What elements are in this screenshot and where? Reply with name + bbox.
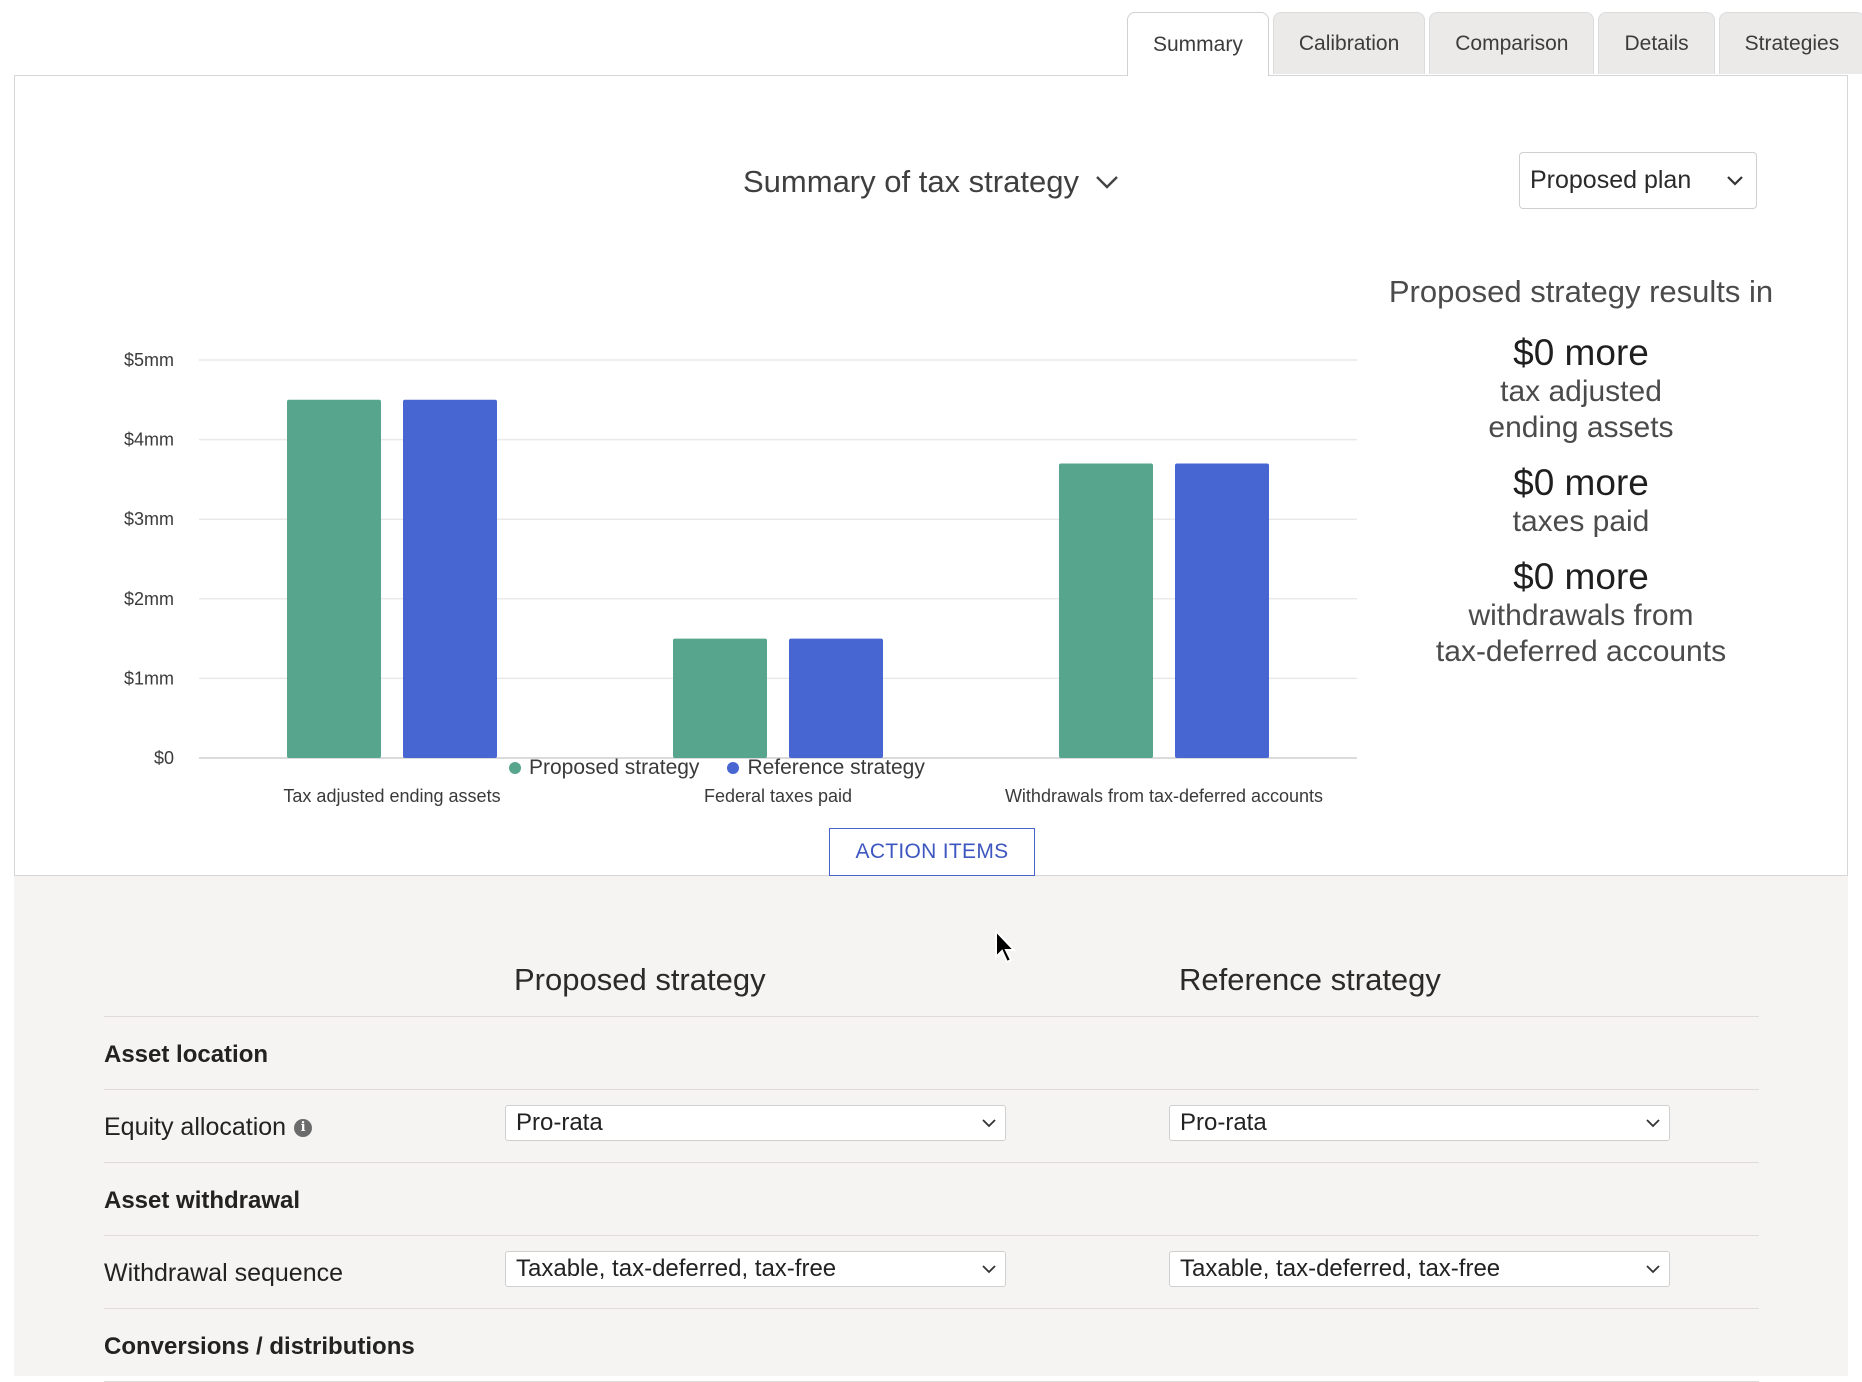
y-tick-label: $0 (154, 748, 174, 768)
result-label-line: withdrawals from (1468, 599, 1694, 632)
result-value: $0 more (1513, 332, 1649, 373)
chevron-down-icon (982, 1119, 996, 1128)
y-tick-label: $3mm (124, 509, 174, 529)
bar-reference (403, 399, 497, 758)
reference-strategy-header: Reference strategy (1179, 962, 1441, 997)
divider (104, 1016, 1759, 1017)
divider (104, 1089, 1759, 1090)
equity-allocation-text: Equity allocation (104, 1113, 287, 1141)
section-asset-location: Asset location (104, 1041, 269, 1068)
results-summary: Proposed strategy results in $0 more tax… (1381, 274, 1781, 686)
equity-allocation-proposed-select[interactable]: Pro-rata (505, 1105, 1006, 1141)
select-value: Taxable, tax-deferred, tax-free (1180, 1255, 1501, 1282)
tab-comparison[interactable]: Comparison (1429, 12, 1595, 74)
legend-label-reference: Reference strategy (747, 756, 925, 779)
result-value: $0 more (1513, 462, 1649, 503)
action-items-button[interactable]: ACTION ITEMS (829, 828, 1035, 876)
chart-legend: Proposed strategy Reference strategy (509, 756, 925, 780)
select-value: Taxable, tax-deferred, tax-free (516, 1255, 837, 1282)
tab-bar: Summary Calibration Comparison Details S… (1127, 12, 1862, 76)
legend-item-reference[interactable]: Reference strategy (727, 756, 925, 780)
select-value: Pro-rata (1180, 1109, 1267, 1136)
result-label: tax adjusted ending assets (1381, 374, 1781, 446)
legend-dot-reference (727, 762, 740, 774)
result-label: withdrawals from tax-deferred accounts (1381, 598, 1781, 670)
legend-dot-proposed (509, 762, 521, 774)
tab-details[interactable]: Details (1598, 12, 1715, 74)
bar-proposed (673, 638, 767, 758)
bar-chart: $0 $1mm $2mm $3mm $4mm $5mm Tax adjusted endin… (124, 350, 1357, 806)
proposed-strategy-header: Proposed strategy (514, 962, 766, 997)
result-label-line: ending assets (1488, 411, 1674, 444)
withdrawal-sequence-proposed-select[interactable]: Taxable, tax-deferred, tax-free (505, 1251, 1006, 1287)
withdrawal-sequence-reference-select[interactable]: Taxable, tax-deferred, tax-free (1169, 1251, 1670, 1287)
result-label-line: tax-deferred accounts (1435, 635, 1727, 668)
chevron-down-icon (982, 1265, 996, 1274)
info-icon[interactable]: i (294, 1118, 313, 1137)
divider (104, 1162, 1759, 1163)
tab-summary[interactable]: Summary (1127, 12, 1269, 76)
plan-select-value: Proposed plan (1530, 166, 1692, 194)
results-headline: Proposed strategy results in (1388, 274, 1774, 309)
section-asset-withdrawal: Asset withdrawal (104, 1187, 301, 1214)
strategy-table: Proposed strategy Reference strategy Ass… (14, 876, 1848, 1382)
x-category-label: Tax adjusted ending assets (283, 786, 500, 806)
chevron-down-icon (1727, 175, 1743, 186)
y-tick-label: $5mm (124, 350, 174, 370)
tab-strategies[interactable]: Strategies (1718, 12, 1862, 74)
equity-allocation-reference-select[interactable]: Pro-rata (1169, 1105, 1670, 1141)
chevron-down-icon (1096, 176, 1118, 189)
legend-label-proposed: Proposed strategy (529, 756, 700, 779)
y-tick-label: $2mm (124, 589, 174, 609)
divider (104, 1308, 1759, 1309)
section-conversions: Conversions / distributions (104, 1333, 415, 1360)
result-label-line: tax adjusted (1500, 375, 1662, 408)
result-value: $0 more (1513, 556, 1649, 597)
bar-proposed (287, 399, 381, 758)
bar-reference (789, 638, 883, 758)
withdrawal-sequence-label: Withdrawal sequence (104, 1259, 343, 1288)
y-tick-label: $1mm (124, 668, 174, 688)
result-label-line: taxes paid (1512, 505, 1650, 538)
plan-select[interactable]: Proposed plan (1519, 152, 1757, 209)
chevron-down-icon (1646, 1119, 1660, 1128)
result-item-taxes: $0 more taxes paid (1381, 462, 1781, 540)
bar-reference (1175, 463, 1269, 758)
select-value: Pro-rata (516, 1109, 603, 1136)
legend-item-proposed[interactable]: Proposed strategy (509, 756, 699, 780)
x-category-label: Federal taxes paid (704, 786, 852, 806)
result-item-assets: $0 more tax adjusted ending assets (1381, 332, 1781, 446)
tab-calibration[interactable]: Calibration (1272, 12, 1426, 74)
divider (104, 1235, 1759, 1236)
y-tick-label: $4mm (124, 430, 174, 450)
x-category-label: Withdrawals from tax-deferred accounts (1005, 786, 1323, 806)
equity-allocation-label: Equity allocation i (104, 1113, 313, 1142)
result-item-withdrawals: $0 more withdrawals from tax-deferred ac… (1381, 556, 1781, 670)
summary-panel: Summary of tax strategy Proposed plan $0… (14, 75, 1848, 876)
chevron-down-icon (1646, 1265, 1660, 1274)
result-label: taxes paid (1381, 504, 1781, 540)
mouse-pointer-icon (995, 929, 1017, 964)
chart-title-dropdown[interactable]: Summary of tax strategy (743, 164, 1121, 200)
chart-title: Summary of tax strategy (743, 164, 1079, 199)
bar-proposed (1059, 463, 1153, 758)
withdrawal-sequence-text: Withdrawal sequence (104, 1259, 344, 1287)
